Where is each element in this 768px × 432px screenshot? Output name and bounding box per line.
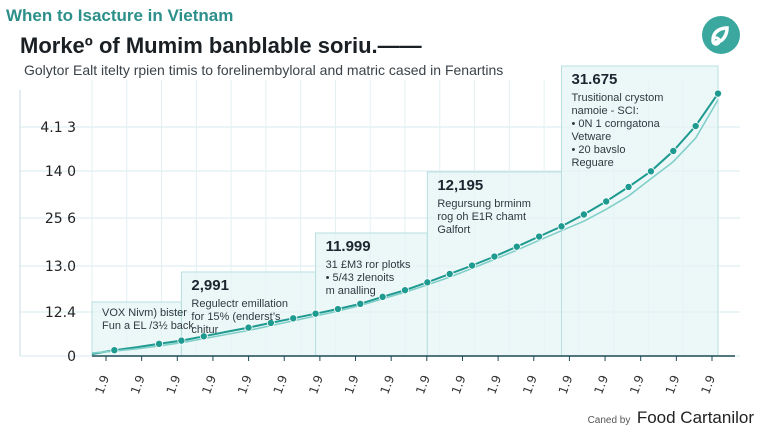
chart-title: Morkeº of Mumim banblable soriu.—— bbox=[20, 33, 422, 58]
annotation-text: Regursung brminm bbox=[437, 198, 531, 210]
data-point bbox=[378, 292, 387, 301]
x-tick-label: 1.9 bbox=[698, 373, 718, 396]
x-tick-label: 1.9 bbox=[92, 373, 112, 396]
chart-labels: 4.1 3 14 0 25 6 13.0 12.4 0 VOX Nivm) bisterFu… bbox=[40, 71, 718, 396]
x-tick-label: 1.9 bbox=[485, 373, 505, 396]
x-tick-label: 1.9 bbox=[306, 373, 326, 396]
x-tick-label: 1.9 bbox=[342, 373, 362, 396]
annotation-text: for 15% (enderst’s bbox=[191, 311, 281, 323]
annotation-text: chitur bbox=[191, 324, 218, 336]
x-tick-label: 1.9 bbox=[627, 373, 647, 396]
chart-axes bbox=[19, 90, 735, 361]
chart-subtitle: Golytor Ealt itelty rpien timis to forel… bbox=[24, 62, 504, 78]
leaf-link-icon bbox=[702, 16, 740, 54]
annotation-panel bbox=[180, 271, 317, 357]
chart-credit: Caned by Food Cartanilor bbox=[588, 408, 754, 428]
annotation-value: 12,195 bbox=[437, 177, 483, 194]
page-kicker: When to Isacture in Vietnam bbox=[6, 6, 234, 25]
data-point bbox=[602, 197, 611, 206]
annotation-text: • 20 bavslo bbox=[572, 144, 626, 156]
annotation-text: Regulectr emillation bbox=[191, 298, 288, 310]
data-point bbox=[490, 252, 499, 261]
annotation-text: namoie - SCI: bbox=[572, 105, 639, 117]
annotation-text: rog oh E1R chamt bbox=[437, 211, 526, 223]
data-point bbox=[177, 336, 186, 345]
y-tick-label: 13.0 bbox=[45, 259, 76, 275]
data-point bbox=[356, 299, 365, 308]
annotation-text: VOX Nivm) bister bbox=[102, 307, 187, 319]
annotation-text: 31 £M3 ror plotks bbox=[326, 259, 411, 271]
x-tick-label: 1.9 bbox=[449, 373, 469, 396]
data-point bbox=[691, 122, 700, 131]
x-tick-label: 1.9 bbox=[235, 373, 255, 396]
annotation-text: • 5/43 zlenoits bbox=[326, 272, 395, 284]
annotation-text: m analling bbox=[326, 285, 376, 297]
x-tick-label: 1.9 bbox=[520, 373, 540, 396]
annotation-value: 31.675 bbox=[572, 71, 618, 88]
annotation-value: 2,991 bbox=[191, 277, 229, 294]
annotation-text: Reguare bbox=[572, 157, 614, 169]
x-tick-label: 1.9 bbox=[128, 373, 148, 396]
annotation-text: Vetware bbox=[572, 131, 612, 143]
data-point bbox=[333, 305, 342, 314]
chart-markers bbox=[110, 89, 723, 355]
data-point bbox=[714, 89, 723, 98]
data-point bbox=[199, 332, 208, 341]
annotation-value: 11.999 bbox=[326, 238, 371, 255]
x-tick-label: 1.9 bbox=[271, 373, 291, 396]
annotation-panels bbox=[91, 65, 719, 357]
annotation-panel bbox=[426, 171, 562, 357]
data-point bbox=[646, 167, 655, 176]
x-tick-label: 1.9 bbox=[199, 373, 219, 396]
credit-name: Food Cartanilor bbox=[636, 408, 754, 427]
data-point bbox=[624, 182, 633, 191]
y-tick-label: 4.1 3 bbox=[40, 120, 76, 136]
x-tick-label: 1.9 bbox=[663, 373, 683, 396]
y-tick-label: 12.4 bbox=[45, 305, 76, 321]
data-point bbox=[579, 210, 588, 219]
data-point bbox=[400, 286, 409, 295]
credit-label: Caned by bbox=[587, 415, 631, 426]
y-tick-label: 14 0 bbox=[45, 164, 76, 180]
data-point bbox=[557, 222, 566, 231]
data-point bbox=[266, 318, 275, 327]
annotation-text: Fun a EL /3½ back bbox=[102, 320, 194, 332]
data-point bbox=[244, 323, 253, 332]
x-tick-label: 1.9 bbox=[556, 373, 576, 396]
y-tick-label: 25 6 bbox=[45, 211, 76, 227]
annotation-panel bbox=[561, 65, 719, 357]
data-point bbox=[669, 146, 678, 155]
annotation-text: Trusitional crystom bbox=[572, 92, 664, 104]
data-point bbox=[535, 232, 544, 241]
y-tick-label: 0 bbox=[67, 349, 76, 365]
x-tick-label: 1.9 bbox=[378, 373, 398, 396]
data-point bbox=[289, 314, 298, 323]
data-point bbox=[512, 242, 521, 251]
annotation-text: • 0N 1 corngatona bbox=[572, 118, 661, 130]
data-point bbox=[311, 309, 320, 318]
data-point bbox=[110, 346, 119, 355]
x-tick-label: 1.9 bbox=[591, 373, 611, 396]
annotation-text: Galfort bbox=[437, 224, 470, 236]
x-tick-label: 1.9 bbox=[413, 373, 433, 396]
data-point bbox=[468, 261, 477, 270]
data-point bbox=[423, 278, 432, 287]
data-point bbox=[155, 339, 164, 348]
x-tick-label: 1.9 bbox=[164, 373, 184, 396]
data-point bbox=[445, 269, 454, 278]
